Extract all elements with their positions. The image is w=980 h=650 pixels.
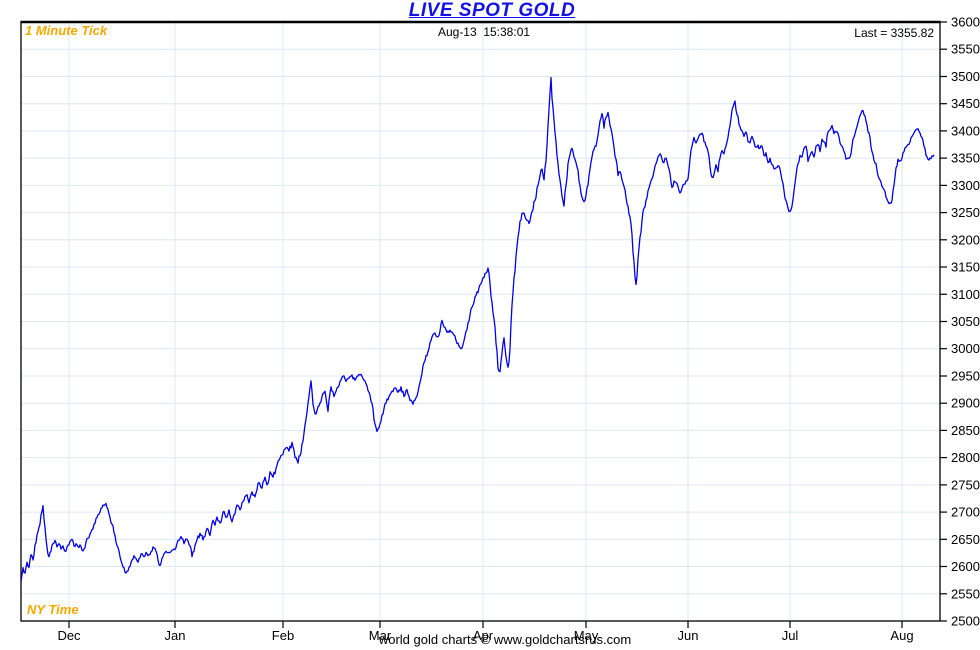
y-axis-tick-label: 2500 [951,614,980,629]
x-axis-tick-label: May [574,628,599,643]
y-axis-tick-label: 3400 [951,123,980,138]
y-axis-tick-label: 2700 [951,505,980,520]
credit-footer: world gold charts © www.goldchartsrus.co… [378,632,632,647]
y-axis-tick-label: 2550 [951,586,980,601]
y-axis-tick-label: 3350 [951,151,980,166]
x-axis-tick-label: Feb [272,628,294,643]
y-axis-tick-label: 3000 [951,341,980,356]
x-axis-tick-label: Aug [890,628,913,643]
gold-price-line [21,76,935,582]
x-axis-tick-label: Jun [678,628,699,643]
y-axis-tick-label: 3550 [951,42,980,57]
y-axis-tick-label: 3500 [951,69,980,84]
y-axis-tick-label: 2800 [951,450,980,465]
y-axis-tick-label: 3450 [951,96,980,111]
y-axis-tick-label: 3050 [951,314,980,329]
x-axis-tick-label: Dec [57,628,81,643]
ny-time-label: NY Time [27,602,79,617]
last-price-label: Last = 3355.82 [854,26,934,40]
y-axis-tick-label: 2850 [951,423,980,438]
y-axis-tick-label: 3250 [951,205,980,220]
y-axis-tick-label: 3600 [951,15,980,30]
y-axis-tick-label: 3300 [951,178,980,193]
grid-lines [21,22,940,621]
x-axis-tick-label: Jul [782,628,799,643]
axis-labels: 2500 2550 2600 2650 2700 2750 2800 2850 2900 2950… [57,15,979,644]
chart-timestamp: Aug-13 15:38:01 [437,25,531,39]
x-axis-tick-label: Mar [369,628,392,643]
axes [68,21,947,628]
y-axis-tick-label: 3200 [951,232,980,247]
y-axis-tick-label: 2600 [951,559,980,574]
chart-title: LIVE SPOT GOLD [408,0,576,21]
y-axis-tick-label: 3100 [951,287,980,302]
y-axis-tick-label: 2950 [951,369,980,384]
y-axis-tick-label: 2750 [951,477,980,492]
x-axis-tick-label: Jan [165,628,186,643]
y-axis-tick-label: 2900 [951,396,980,411]
tick-interval-label: 1 Minute Tick [25,23,108,38]
y-axis-tick-label: 3150 [951,260,980,275]
x-axis-tick-label: Apr [473,628,494,643]
y-axis-tick-label: 2650 [951,532,980,547]
